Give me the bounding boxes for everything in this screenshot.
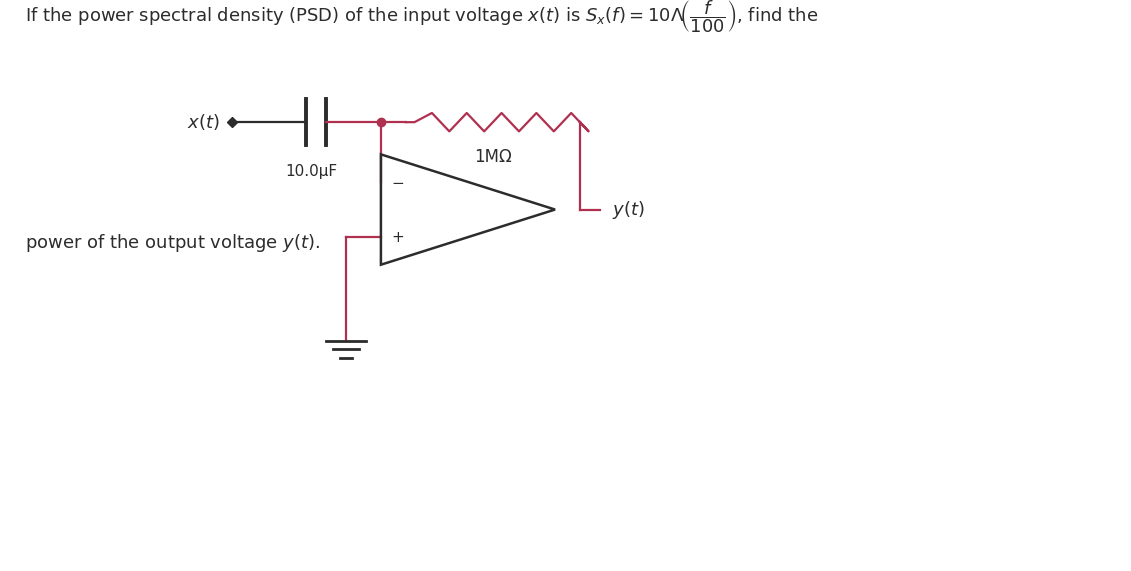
Text: $x(t)$: $x(t)$: [187, 112, 219, 132]
Text: 1MΩ: 1MΩ: [474, 148, 511, 166]
Text: 10.0μF: 10.0μF: [285, 163, 337, 179]
Text: $y(t)$: $y(t)$: [612, 199, 645, 220]
Text: $-$: $-$: [391, 175, 404, 190]
Text: If the power spectral density (PSD) of the input voltage $x(t)$ is $S_x(f) = 10\: If the power spectral density (PSD) of t…: [25, 0, 819, 35]
Text: power of the output voltage $y(t)$.: power of the output voltage $y(t)$.: [25, 232, 320, 254]
Text: $+$: $+$: [391, 230, 404, 244]
